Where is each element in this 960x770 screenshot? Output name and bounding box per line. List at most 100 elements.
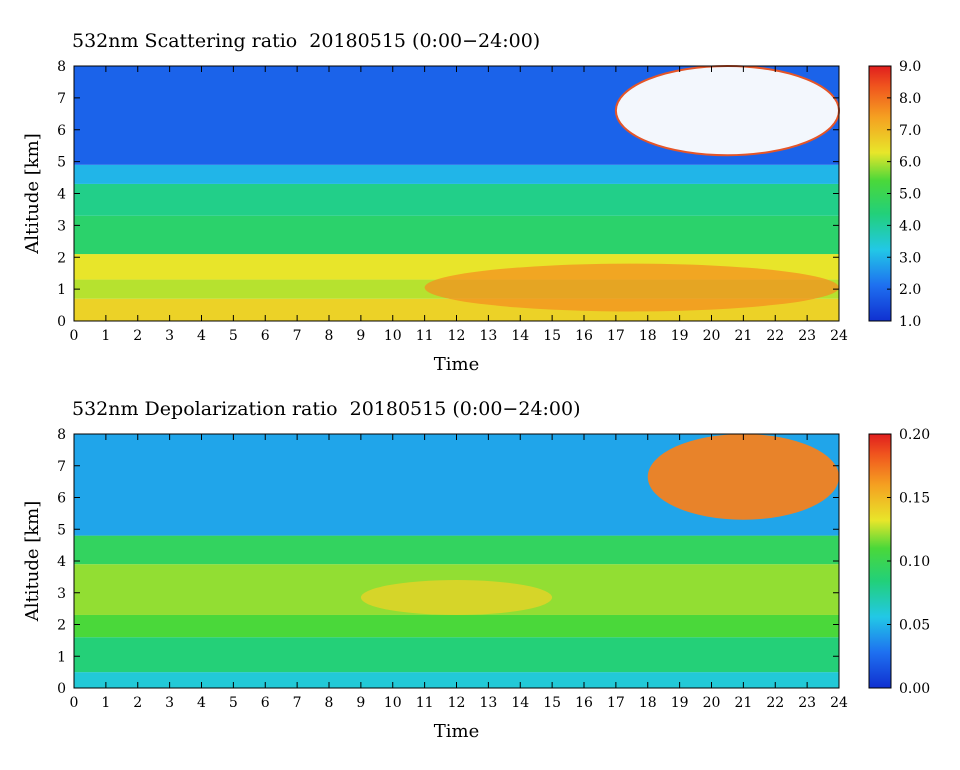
heatmap-feature-cloud (647, 434, 839, 520)
x-tick-label: 12 (448, 695, 466, 711)
x-tick-label: 16 (575, 328, 593, 344)
y-tick-label: 0 (57, 314, 66, 330)
x-tick-label: 19 (671, 328, 689, 344)
x-axis-title: Time (434, 721, 479, 742)
y-tick-label: 0 (57, 681, 66, 697)
x-tick-label: 4 (197, 695, 206, 711)
heatmap-feature-cloud (614, 65, 840, 157)
heatmap-layer (74, 215, 839, 255)
x-tick-label: 21 (734, 328, 752, 344)
chart-title-scattering: 532nm Scattering ratio 20180515 (0:00−24… (72, 30, 541, 52)
x-tick-label: 16 (575, 695, 593, 711)
y-tick-label: 4 (57, 554, 66, 570)
x-tick-label: 20 (703, 695, 721, 711)
colorbar-tick-label: 0.20 (899, 427, 930, 443)
y-tick-label: 3 (57, 218, 66, 234)
x-tick-label: 0 (70, 695, 79, 711)
y-axis-title: Altitude [km] (22, 133, 43, 255)
y-tick-label: 6 (57, 491, 66, 507)
x-tick-label: 11 (416, 695, 434, 711)
x-tick-label: 2 (133, 695, 142, 711)
heatmap-layer (74, 614, 839, 638)
x-tick-label: 23 (798, 695, 816, 711)
x-tick-label: 8 (325, 328, 334, 344)
colorbar-tick-label: 8.0 (899, 91, 921, 107)
x-tick-label: 9 (356, 328, 365, 344)
y-tick-label: 4 (57, 187, 66, 203)
x-tick-label: 17 (607, 695, 625, 711)
x-tick-label: 19 (671, 695, 689, 711)
colorbar-tick-label: 0.15 (899, 491, 930, 507)
x-tick-label: 8 (325, 695, 334, 711)
y-tick-label: 1 (57, 282, 66, 298)
y-tick-label: 2 (57, 250, 66, 266)
y-axis-title: Altitude [km] (22, 501, 43, 623)
colorbar-tick-label: 3.0 (899, 250, 921, 266)
x-tick-label: 18 (639, 328, 657, 344)
heatmap-layer (74, 164, 839, 184)
x-tick-label: 15 (543, 328, 561, 344)
x-tick-label: 18 (639, 695, 657, 711)
x-axis-title: Time (434, 354, 479, 375)
colorbar-tick-label: 0.05 (899, 618, 930, 634)
x-tick-label: 3 (165, 328, 174, 344)
x-tick-label: 20 (703, 328, 721, 344)
x-tick-label: 1 (101, 695, 110, 711)
x-tick-label: 24 (830, 695, 848, 711)
x-tick-label: 5 (229, 328, 238, 344)
y-tick-label: 3 (57, 586, 66, 602)
colorbar-tick-label: 5.0 (899, 187, 921, 203)
y-tick-label: 8 (57, 427, 66, 443)
x-tick-label: 24 (830, 328, 848, 344)
x-tick-label: 9 (356, 695, 365, 711)
colorbar-tick-label: 0.00 (899, 681, 930, 697)
y-tick-label: 5 (57, 155, 66, 171)
x-tick-label: 14 (511, 328, 529, 344)
heatmap-layer (74, 183, 839, 216)
heatmap-feature-enhanced (424, 263, 839, 312)
x-tick-label: 0 (70, 328, 79, 344)
colorbar-tick-label: 1.0 (899, 314, 921, 330)
x-tick-label: 5 (229, 695, 238, 711)
x-tick-label: 2 (133, 328, 142, 344)
y-tick-label: 2 (57, 618, 66, 634)
x-tick-label: 10 (384, 328, 402, 344)
x-tick-label: 3 (165, 695, 174, 711)
chart-title-depolarization: 532nm Depolarization ratio 20180515 (0:0… (72, 398, 581, 420)
x-tick-label: 10 (384, 695, 402, 711)
colorbar-tick-label: 2.0 (899, 282, 921, 298)
x-tick-label: 11 (416, 328, 434, 344)
x-tick-label: 1 (101, 328, 110, 344)
x-tick-label: 12 (448, 328, 466, 344)
colorbar-tick-label: 6.0 (899, 155, 921, 171)
x-tick-label: 15 (543, 695, 561, 711)
heatmap-layer (74, 535, 839, 565)
x-tick-label: 23 (798, 328, 816, 344)
heatmap-panel-1: 0 1 2 3 4 5 6 7 8 9 10 11 12 13 14 15 16 17 18 19 20 21 22 23 24… (22, 427, 930, 742)
heatmap-feature-enhanced (360, 580, 553, 615)
colorbar-tick-label: 7.0 (899, 123, 921, 139)
y-tick-label: 8 (57, 59, 66, 75)
x-tick-label: 13 (479, 328, 497, 344)
x-tick-label: 6 (261, 695, 270, 711)
heatmap-panel-0: 0 1 2 3 4 5 6 7 8 9 10 11 12 13 14 15 16 17 18 19 20 21 22 23 24… (22, 59, 921, 375)
x-tick-label: 4 (197, 328, 206, 344)
y-tick-label: 5 (57, 522, 66, 538)
x-tick-label: 7 (293, 328, 302, 344)
y-tick-label: 7 (57, 91, 66, 107)
x-tick-label: 22 (766, 695, 784, 711)
x-tick-label: 6 (261, 328, 270, 344)
y-tick-label: 6 (57, 123, 66, 139)
y-tick-label: 7 (57, 459, 66, 475)
colorbar-tick-label: 0.10 (899, 554, 930, 570)
x-tick-label: 21 (734, 695, 752, 711)
x-tick-label: 13 (479, 695, 497, 711)
heatmap-layer (74, 637, 839, 673)
x-tick-label: 7 (293, 695, 302, 711)
x-tick-label: 14 (511, 695, 529, 711)
y-tick-label: 1 (57, 649, 66, 665)
colorbar-tick-label: 4.0 (899, 218, 921, 234)
x-tick-label: 17 (607, 328, 625, 344)
x-tick-label: 22 (766, 328, 784, 344)
